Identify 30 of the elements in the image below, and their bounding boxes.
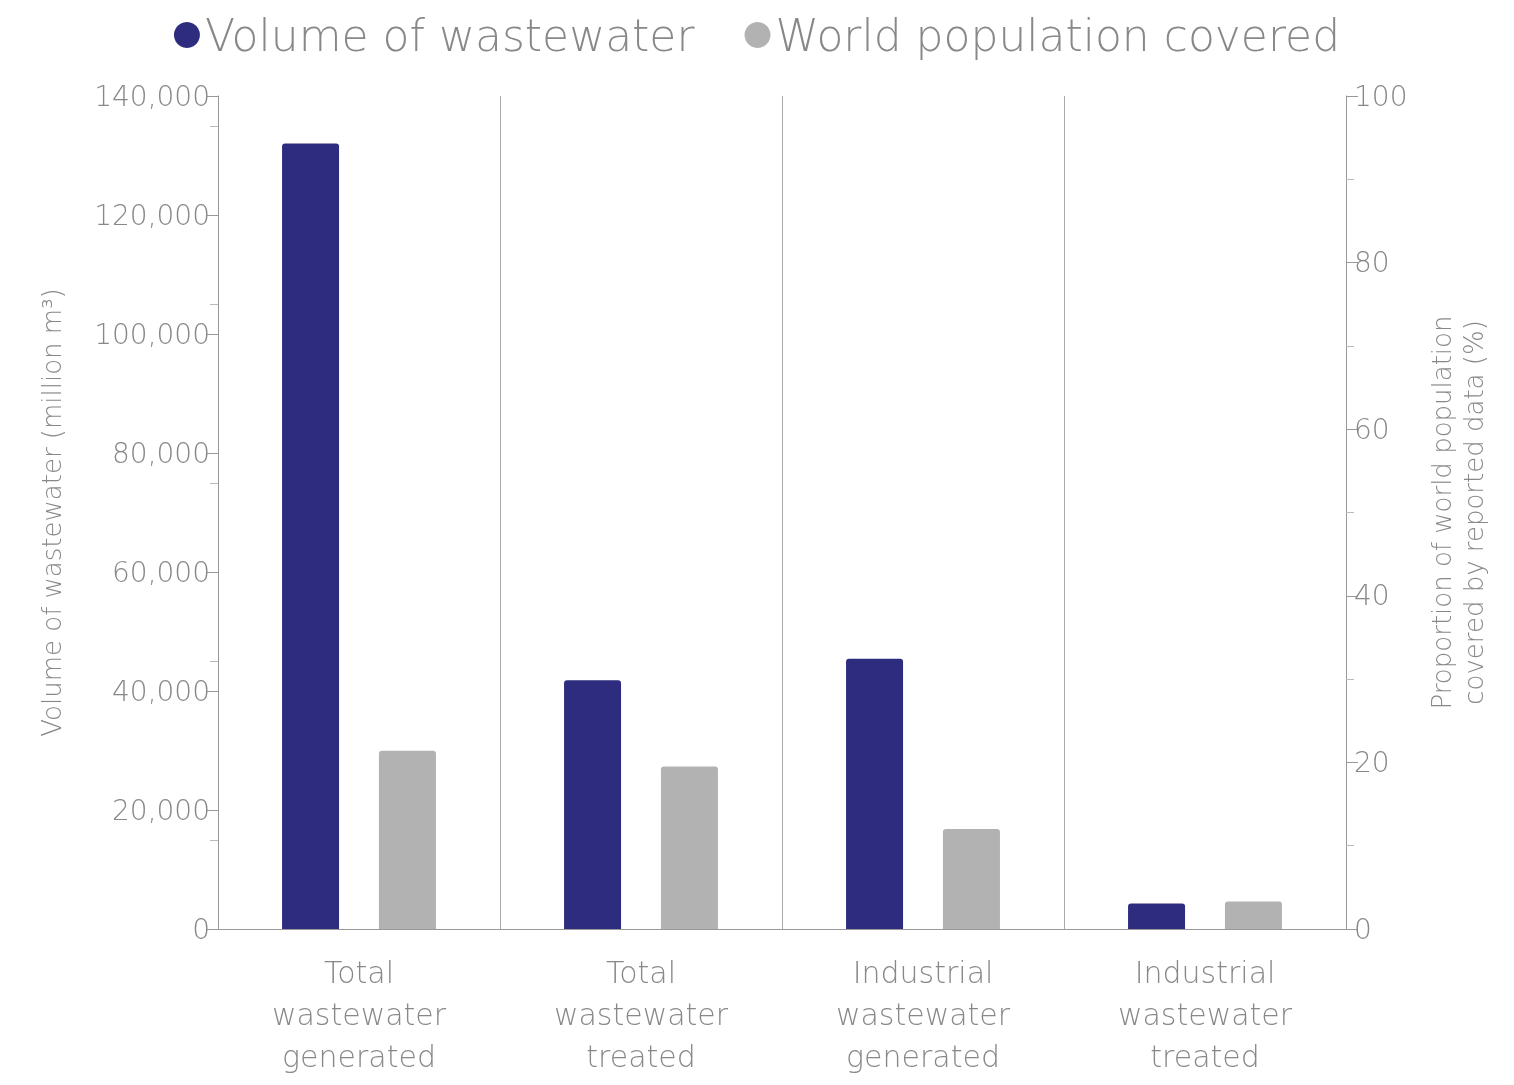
x-tick-label: Total wastewater treated bbox=[553, 954, 729, 1074]
bar bbox=[378, 750, 436, 929]
y2-tick-label: 80 bbox=[1354, 246, 1390, 280]
y2-tick-label: 100 bbox=[1354, 79, 1408, 113]
bar bbox=[1224, 901, 1282, 929]
legend-label: Volume of wastewater bbox=[204, 9, 696, 61]
x-tick-label: Total wastewater generated bbox=[271, 954, 447, 1074]
y-tick-label: 0 bbox=[192, 912, 210, 946]
bar bbox=[1128, 903, 1186, 929]
x-tick-label: Industrial wastewater generated bbox=[835, 954, 1011, 1074]
bar bbox=[564, 680, 622, 929]
y-tick-label: 80,000 bbox=[112, 436, 210, 470]
y-axis-title: Volume of wastewater (million m³) bbox=[37, 288, 67, 737]
bar bbox=[282, 143, 340, 929]
y2-tick-label: 0 bbox=[1354, 912, 1372, 946]
y2-tick-label: 20 bbox=[1354, 745, 1390, 779]
bar bbox=[846, 658, 904, 929]
y2-axis-title: Proportion of world population covered by reported data (%) bbox=[1427, 315, 1489, 710]
y2-tick-label: 40 bbox=[1354, 579, 1390, 613]
bar bbox=[942, 829, 1000, 929]
legend-label: World population covered bbox=[775, 9, 1341, 61]
y-tick-label: 60,000 bbox=[112, 555, 210, 589]
y-tick-label: 140,000 bbox=[94, 79, 210, 113]
y-tick-label: 100,000 bbox=[94, 317, 210, 351]
y2-tick-label: 60 bbox=[1354, 412, 1390, 446]
x-tick-label: Industrial wastewater treated bbox=[1117, 954, 1293, 1074]
y-tick-label: 20,000 bbox=[112, 793, 210, 827]
y-tick-label: 40,000 bbox=[112, 674, 210, 708]
y-tick-label: 120,000 bbox=[94, 198, 210, 232]
bar bbox=[660, 766, 718, 929]
